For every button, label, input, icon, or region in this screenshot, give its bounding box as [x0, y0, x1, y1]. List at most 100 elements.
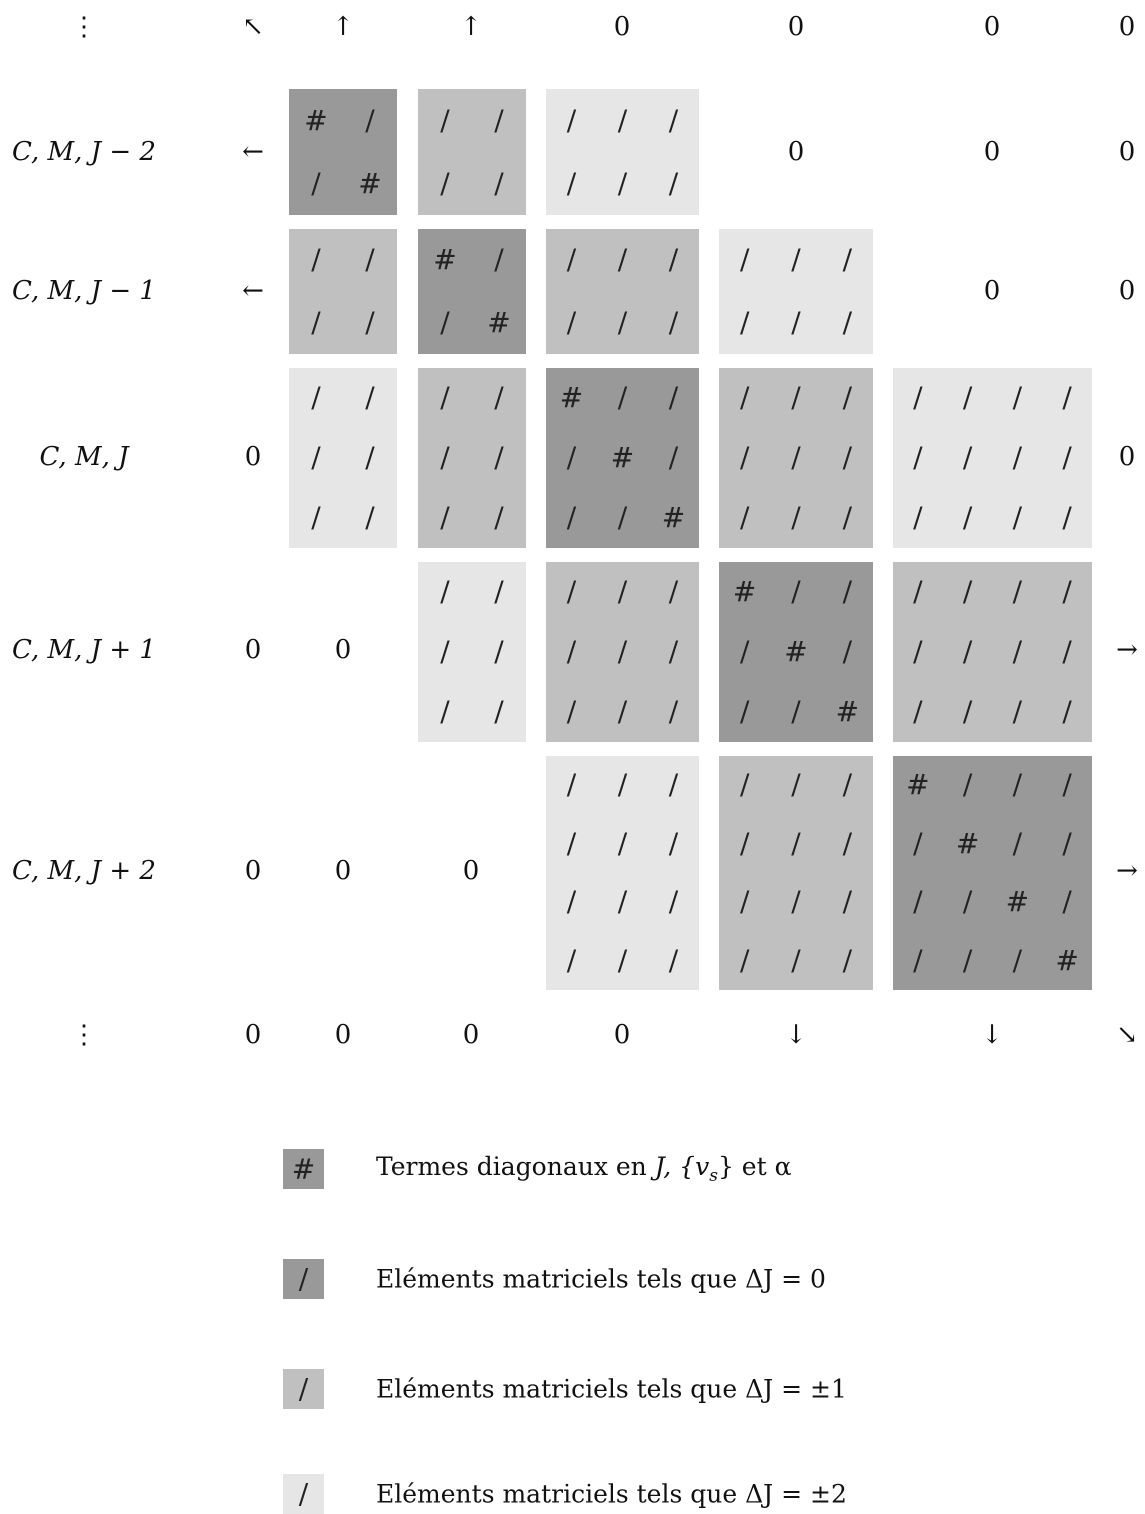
matrix-element: / — [566, 103, 577, 137]
cell-top-3: 0 — [613, 12, 631, 42]
cell-jp2-2: 0 — [462, 856, 480, 886]
matrix-element: / — [566, 885, 577, 919]
matrix-element: / — [617, 768, 628, 802]
diagonal-term: # — [358, 166, 382, 200]
matrix-element: / — [791, 826, 801, 860]
cell-top-4: 0 — [787, 12, 805, 42]
cell-bottom-1: 0 — [334, 1020, 352, 1050]
block-r3-c1 — [418, 562, 526, 742]
matrix-element: / — [566, 166, 577, 200]
matrix-element: / — [566, 501, 577, 534]
cell-j-6: 0 — [1118, 442, 1136, 472]
matrix-element: / — [566, 635, 577, 668]
block-r2-c0 — [289, 368, 397, 548]
matrix-element: / — [617, 166, 628, 200]
matrix-element: / — [842, 441, 853, 474]
matrix-element: / — [1062, 826, 1072, 860]
matrix-element: / — [913, 885, 923, 919]
block-r4-c4 — [893, 756, 1092, 990]
matrix-element: / — [913, 575, 923, 608]
matrix-element: / — [1062, 695, 1072, 728]
matrix-element: / — [913, 635, 923, 668]
matrix-element: / — [566, 768, 577, 802]
matrix-element: / — [842, 885, 853, 919]
matrix-element: / — [440, 103, 450, 137]
matrix-element: / — [494, 635, 504, 668]
block-r2-c2 — [546, 368, 699, 548]
matrix-element: / — [1062, 885, 1072, 919]
matrix-element: / — [1012, 635, 1023, 668]
matrix-element: / — [1012, 441, 1023, 474]
block-r2-c1 — [418, 368, 526, 548]
matrix-element: / — [440, 381, 450, 414]
matrix-element: / — [791, 243, 801, 277]
diagonal-term: # — [955, 826, 980, 860]
cell-bottom-2: 0 — [462, 1020, 480, 1050]
matrix-element: / — [962, 635, 973, 668]
block-r3-c2 — [546, 562, 699, 742]
matrix-element: / — [842, 305, 853, 339]
matrix-element: / — [668, 441, 679, 474]
matrix-element: / — [668, 943, 679, 977]
cell-j-0: 0 — [244, 442, 262, 472]
matrix-element: / — [842, 635, 853, 668]
matrix-element: / — [842, 826, 853, 860]
diagonal-term: # — [1005, 885, 1030, 919]
legend-swatch-1: / — [283, 1259, 324, 1299]
matrix-element: / — [1012, 501, 1023, 534]
matrix-element: / — [617, 501, 628, 534]
matrix-element: / — [365, 381, 375, 414]
matrix-element: / — [739, 501, 750, 534]
matrix-element: / — [617, 103, 628, 137]
matrix-element: / — [913, 826, 923, 860]
block-r1-c2 — [546, 229, 699, 354]
matrix-element: / — [962, 501, 973, 534]
matrix-element: / — [1012, 943, 1023, 977]
matrix-element: / — [668, 305, 679, 339]
block-r2-c4 — [893, 368, 1092, 548]
matrix-element: / — [311, 441, 321, 474]
matrix-element: / — [566, 441, 577, 474]
matrix-element: / — [440, 166, 450, 200]
matrix-element: / — [617, 575, 628, 608]
matrix-element: / — [791, 305, 801, 339]
matrix-element: / — [1012, 768, 1023, 802]
matrix-element: / — [842, 575, 853, 608]
matrix-element: / — [365, 305, 375, 339]
matrix-element: / — [842, 768, 853, 802]
matrix-element: / — [739, 243, 750, 277]
matrix-element: / — [1062, 441, 1072, 474]
matrix-element: / — [668, 768, 679, 802]
matrix-element: / — [739, 943, 750, 977]
cell-jp1-6: → — [1116, 635, 1138, 665]
matrix-element: / — [311, 305, 321, 339]
matrix-element: / — [1062, 501, 1072, 534]
diagonal-term: # — [487, 305, 511, 339]
matrix-element: / — [668, 381, 679, 414]
matrix-element: / — [617, 381, 628, 414]
block-r4-c3 — [719, 756, 873, 990]
matrix-element: / — [739, 768, 750, 802]
diagonal-term: # — [559, 381, 584, 414]
matrix-element: / — [494, 695, 504, 728]
cell-jp1-0: 0 — [244, 635, 262, 665]
cell-jm1-0: ← — [242, 276, 264, 306]
row-label-bottom: ⋮ — [71, 1020, 97, 1050]
legend-text: Eléments matriciels tels que ΔJ = 0 — [376, 1264, 826, 1294]
matrix-element: / — [311, 381, 321, 414]
matrix-element: / — [1062, 768, 1072, 802]
block-r1-c1 — [418, 229, 526, 354]
matrix-element: / — [365, 243, 375, 277]
cell-jp2-1: 0 — [334, 856, 352, 886]
legend-text-3: Eléments matriciels tels que ΔJ = ±2 — [376, 1480, 847, 1509]
matrix-element: / — [739, 885, 750, 919]
legend-swatch-0: # — [283, 1149, 324, 1189]
cell-bottom-5: ↓ — [981, 1020, 1003, 1050]
matrix-element: / — [842, 501, 853, 534]
legend-swatch-2: / — [283, 1369, 324, 1409]
legend-text-0: Termes diagonaux en J, {vs} et α — [376, 1152, 791, 1186]
matrix-element: / — [311, 501, 321, 534]
row-label-jp1: C, M, J + 1 — [12, 635, 156, 665]
row-label-jp2: C, M, J + 2 — [12, 856, 156, 886]
legend-symbol: / — [298, 1262, 309, 1296]
